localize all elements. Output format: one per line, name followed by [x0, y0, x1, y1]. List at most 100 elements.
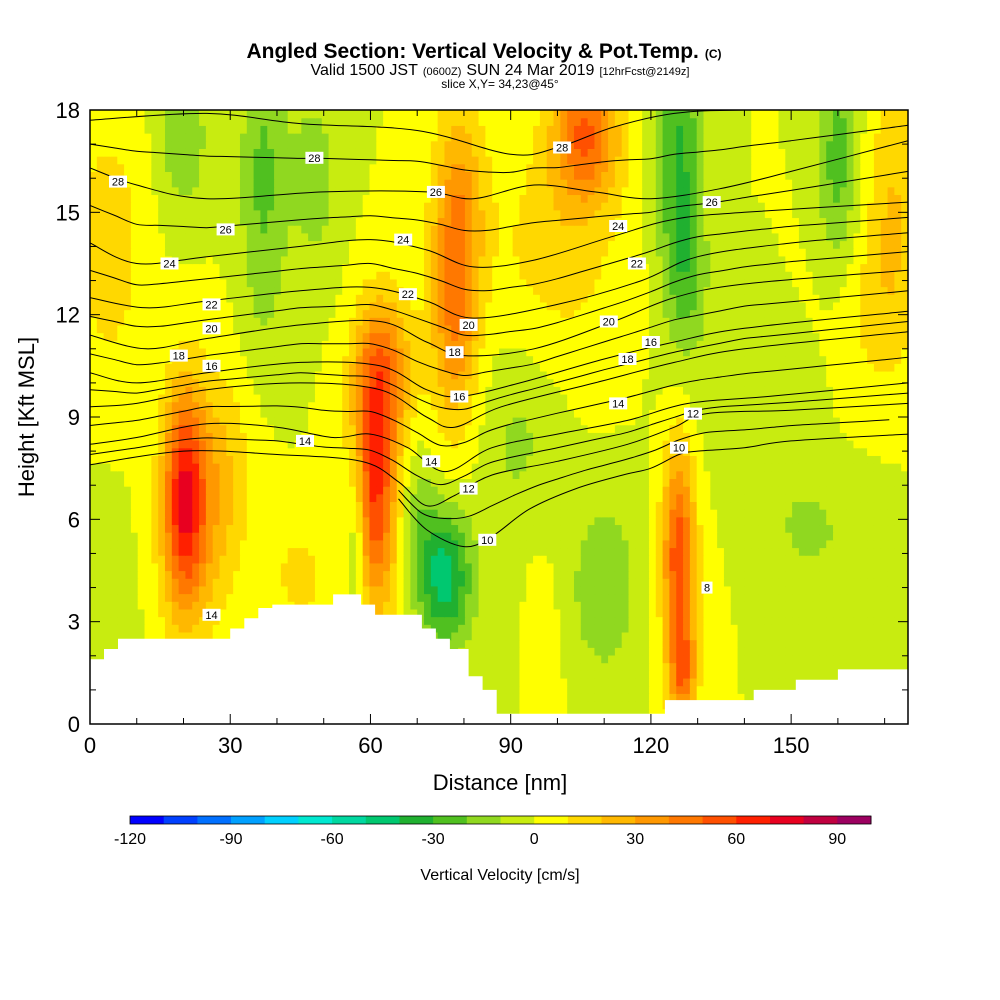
velocity-cell	[267, 562, 275, 572]
velocity-cell	[205, 478, 214, 487]
velocity-cell	[901, 555, 908, 564]
velocity-cell	[117, 585, 125, 595]
velocity-cell	[553, 700, 561, 710]
velocity-cell	[717, 409, 725, 418]
velocity-cell	[485, 608, 493, 618]
velocity-cell	[839, 417, 848, 426]
velocity-cell	[587, 654, 596, 664]
velocity-cell	[560, 486, 568, 495]
velocity-cell	[526, 516, 534, 526]
velocity-cell	[158, 493, 166, 503]
velocity-cell	[458, 539, 466, 549]
velocity-cell	[396, 409, 405, 418]
velocity-cell	[751, 585, 759, 595]
velocity-cell	[533, 601, 541, 610]
velocity-cell	[880, 432, 889, 441]
velocity-cell	[594, 470, 602, 479]
velocity-cell	[839, 647, 848, 656]
velocity-cell	[805, 509, 814, 518]
velocity-cell	[328, 585, 336, 595]
velocity-cell	[635, 447, 643, 456]
velocity-cell	[417, 539, 425, 549]
velocity-cell	[103, 562, 112, 572]
velocity-cell	[839, 516, 848, 526]
velocity-cell	[212, 555, 221, 564]
velocity-cell	[553, 470, 561, 479]
velocity-cell	[819, 501, 827, 510]
velocity-cell	[792, 616, 800, 625]
velocity-cell	[308, 447, 316, 456]
velocity-cell	[683, 601, 691, 610]
velocity-cell	[635, 562, 643, 572]
velocity-cell	[464, 501, 473, 510]
velocity-cell	[553, 570, 561, 579]
velocity-cell	[110, 501, 118, 510]
velocity-cell	[226, 547, 234, 556]
velocity-cell	[464, 601, 473, 610]
velocity-cell	[253, 432, 262, 441]
velocity-cell	[758, 455, 766, 464]
velocity-cell	[389, 570, 398, 579]
velocity-cell	[758, 501, 766, 510]
velocity-cell	[499, 401, 507, 410]
velocity-cell	[389, 578, 398, 587]
velocity-cell	[628, 654, 636, 664]
velocity-cell	[744, 478, 752, 487]
velocity-cell	[90, 562, 98, 572]
velocity-cell	[860, 509, 868, 518]
velocity-cell	[792, 601, 800, 610]
velocity-cell	[655, 578, 664, 587]
velocity-cell	[580, 608, 589, 618]
velocity-cell	[785, 455, 793, 464]
velocity-cell	[560, 532, 568, 541]
velocity-cell	[505, 647, 514, 656]
velocity-cell	[710, 647, 718, 656]
velocity-cell	[751, 662, 759, 671]
velocity-cell	[608, 417, 616, 426]
velocity-cell	[342, 555, 350, 564]
velocity-cell	[867, 424, 875, 433]
velocity-cell	[683, 570, 691, 579]
velocity-cell	[880, 409, 889, 418]
velocity-cell	[369, 570, 377, 579]
velocity-cell	[512, 447, 521, 456]
velocity-cell	[478, 562, 486, 572]
velocity-cell	[287, 524, 296, 533]
velocity-cell	[410, 555, 418, 564]
velocity-cell	[403, 424, 411, 433]
velocity-cell	[655, 708, 664, 717]
velocity-cell	[826, 501, 834, 510]
velocity-cell	[410, 501, 418, 510]
velocity-cell	[90, 570, 98, 579]
velocity-cell	[246, 547, 255, 556]
velocity-cell	[573, 532, 582, 541]
velocity-cell	[601, 578, 609, 587]
velocity-cell	[199, 486, 207, 495]
velocity-cell	[689, 501, 698, 510]
velocity-cell	[635, 647, 643, 656]
velocity-cell	[199, 516, 207, 526]
velocity-cell	[594, 685, 602, 694]
velocity-cell	[792, 654, 800, 664]
velocity-cell	[512, 647, 521, 656]
velocity-cell	[887, 440, 895, 449]
velocity-cell	[560, 608, 568, 618]
velocity-cell	[355, 447, 364, 456]
velocity-cell	[403, 463, 411, 472]
velocity-cell	[608, 501, 616, 510]
velocity-cell	[717, 470, 725, 479]
velocity-cell	[628, 539, 636, 549]
velocity-cell	[648, 486, 657, 495]
chart-subtitle: Valid 1500 JST (0600Z) SUN 24 Mar 2019 [12h…	[311, 62, 690, 91]
velocity-cell	[710, 516, 718, 526]
velocity-cell	[396, 516, 405, 526]
velocity-cell	[458, 478, 466, 487]
velocity-cell	[267, 516, 275, 526]
velocity-cell	[349, 547, 357, 556]
velocity-cell	[587, 524, 596, 533]
velocity-cell	[287, 593, 296, 602]
velocity-cell	[689, 524, 698, 533]
velocity-cell	[546, 470, 555, 479]
velocity-cell	[703, 593, 711, 602]
velocity-cell	[144, 555, 152, 564]
